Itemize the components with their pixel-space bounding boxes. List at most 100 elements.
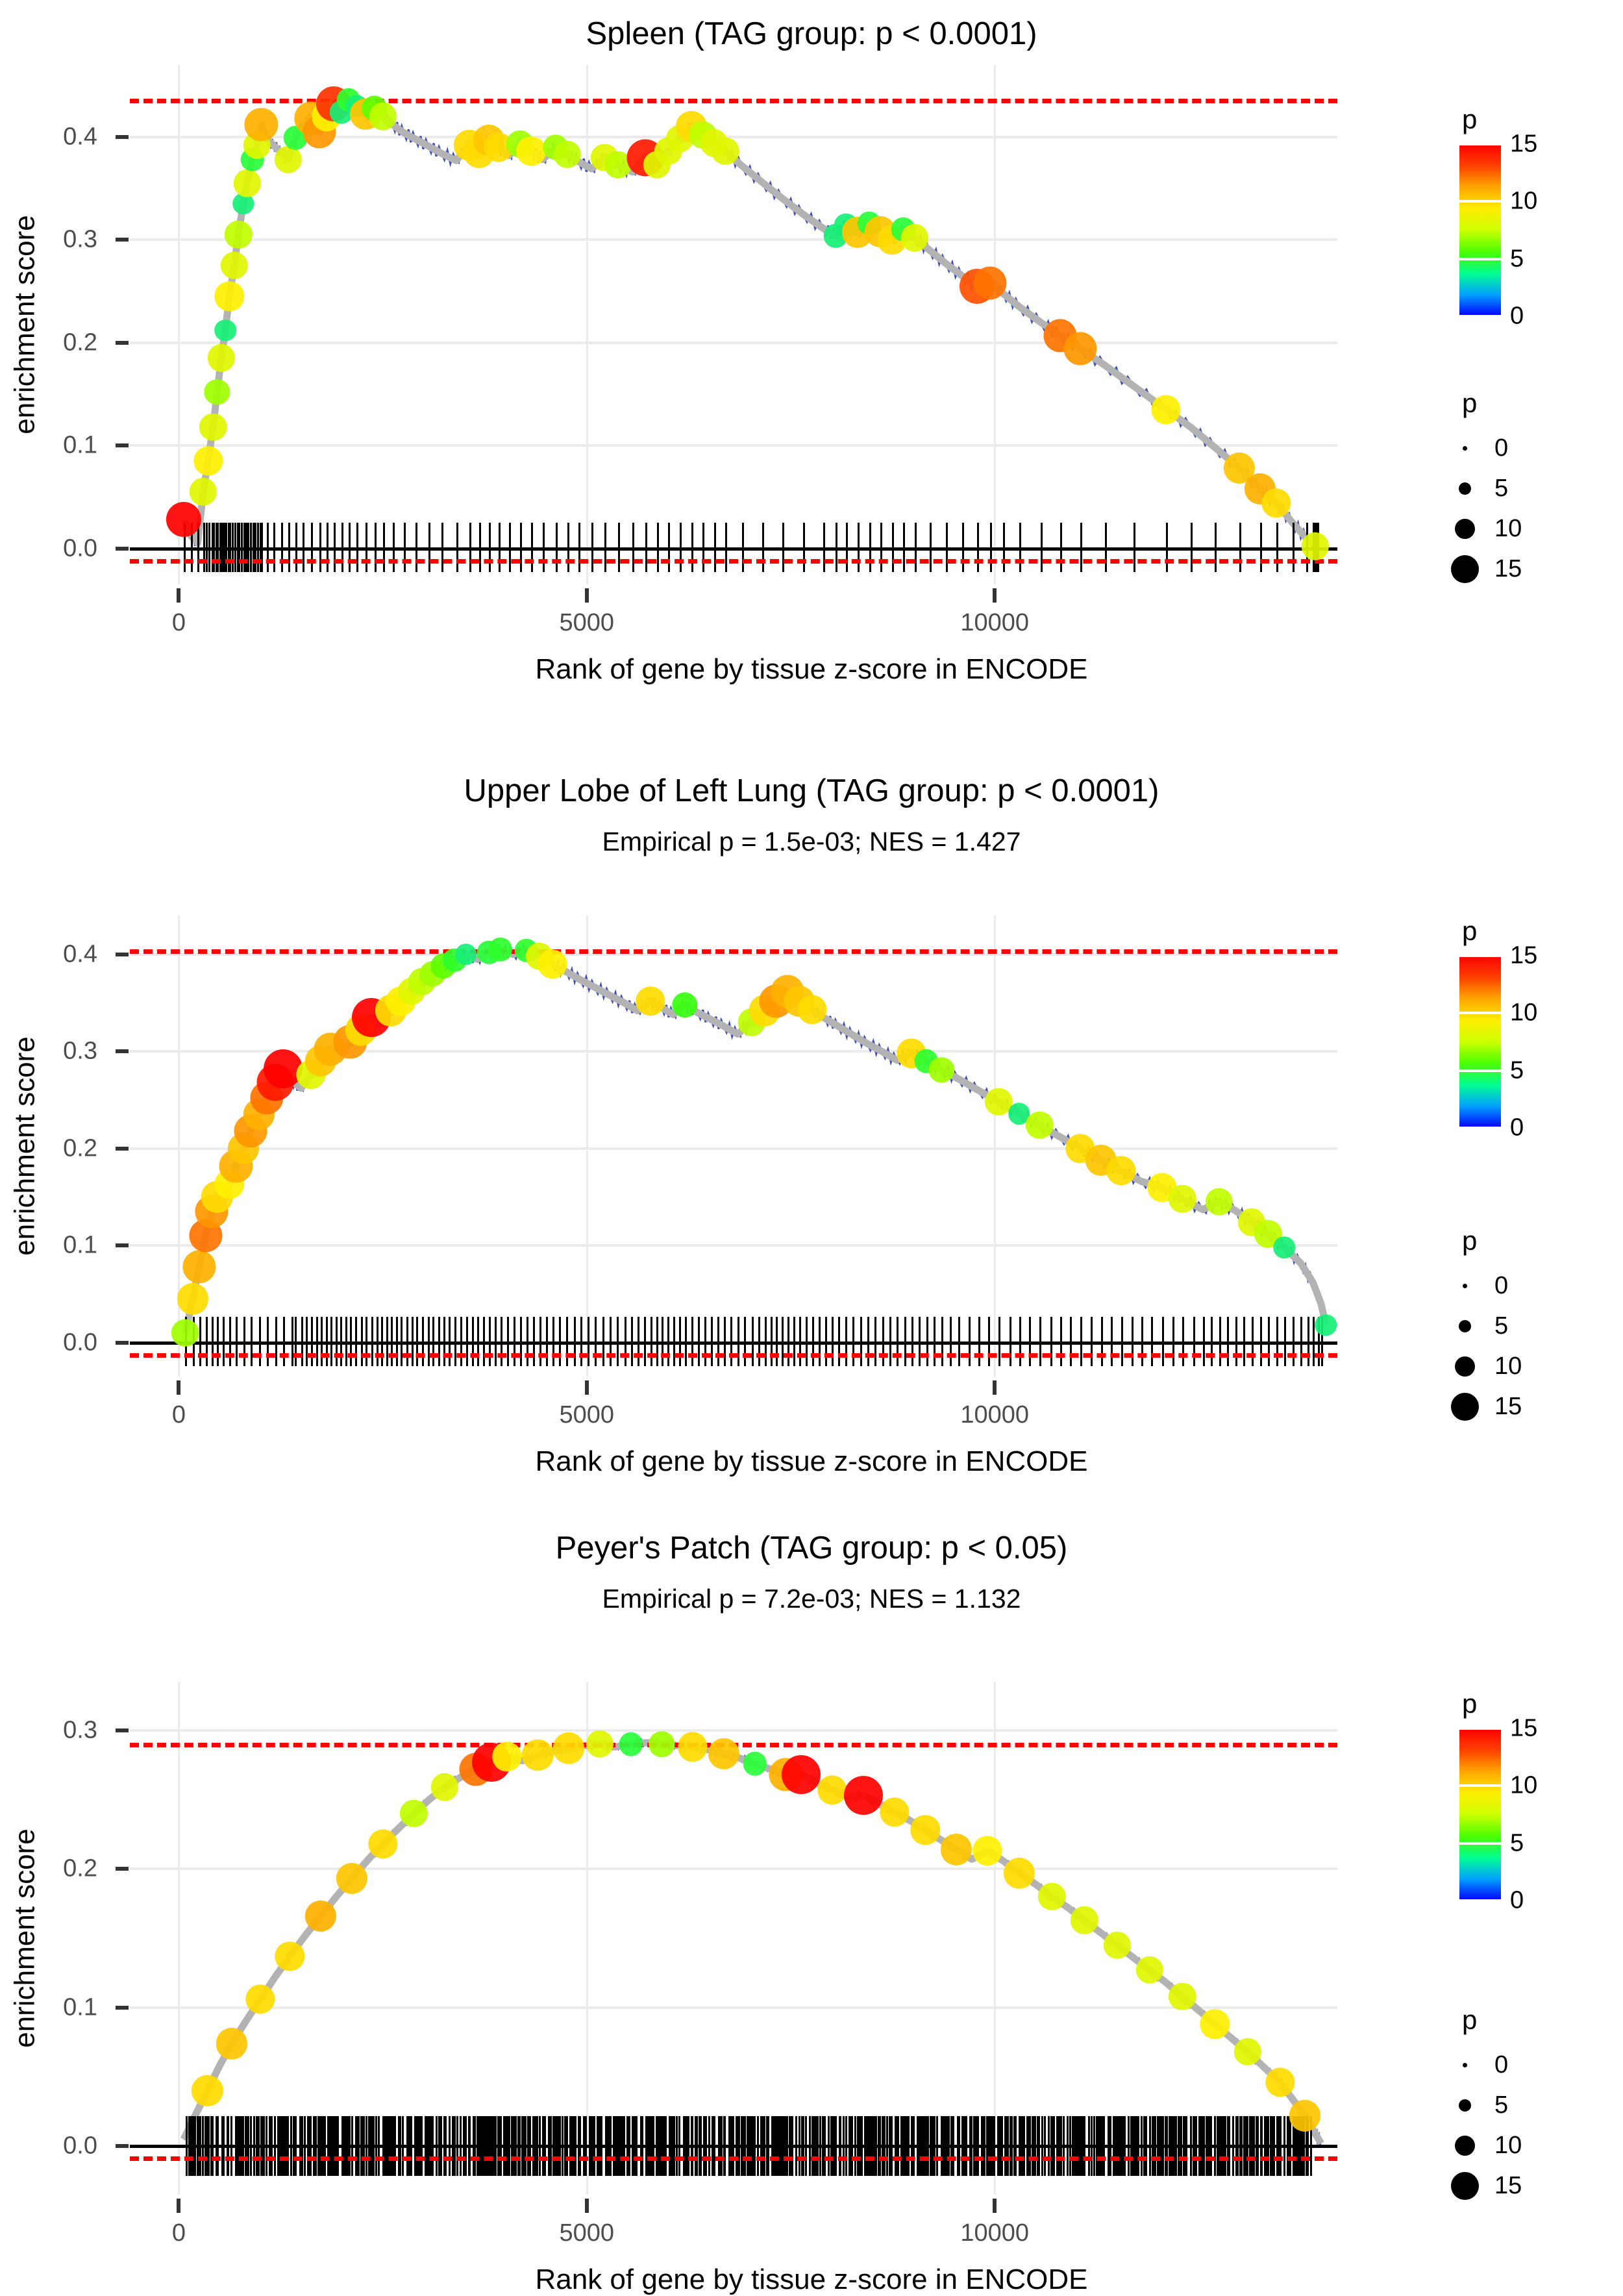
y-tick-mark xyxy=(116,1728,129,1732)
x-tick-label: 0 xyxy=(171,609,186,636)
color-legend-tick-label: 5 xyxy=(1510,1829,1524,1857)
gridline-vertical xyxy=(586,916,588,1377)
size-legend-dot-wrap xyxy=(1435,2171,1494,2200)
y-axis-title-text: enrichment score xyxy=(9,1828,42,2048)
y-tick-label: 0.2 xyxy=(63,1854,97,1882)
y-tick-label: 0.1 xyxy=(63,431,97,459)
size-legend-title: p xyxy=(1462,2004,1478,2035)
y-tick-mark xyxy=(116,443,129,448)
data-point xyxy=(216,2028,248,2060)
size-legend-label: 10 xyxy=(1494,2131,1522,2159)
data-point xyxy=(973,1836,1002,1866)
data-point xyxy=(940,1834,973,1866)
y-tick-mark xyxy=(116,134,129,139)
zero-line xyxy=(130,1341,1337,1345)
size-legend-dot-wrap xyxy=(1435,2135,1494,2156)
data-point xyxy=(193,446,223,476)
data-point xyxy=(782,1755,821,1795)
size-legend-dot-wrap xyxy=(1435,2099,1494,2112)
color-legend-tick xyxy=(1459,1784,1501,1788)
data-point xyxy=(224,221,253,249)
size-legend-row: 10 xyxy=(1435,1346,1522,1386)
y-tick-mark xyxy=(116,1867,129,1871)
x-tick-mark xyxy=(584,2199,589,2213)
color-legend-tick-label: 15 xyxy=(1510,942,1538,969)
color-legend-tick xyxy=(1459,1012,1501,1015)
color-legend-tick-label: 0 xyxy=(1510,1886,1524,1914)
gridline-vertical xyxy=(178,916,180,1377)
gridline-horizontal xyxy=(130,1147,1337,1150)
size-legend-dot-wrap xyxy=(1435,1319,1494,1332)
y-tick-label: 0.0 xyxy=(63,2132,97,2160)
data-point xyxy=(743,1751,767,1776)
data-point xyxy=(232,193,254,215)
data-point xyxy=(1169,1982,1196,2010)
y-tick-mark xyxy=(116,1146,129,1151)
data-point xyxy=(973,266,1007,300)
x-axis-title-text: Rank of gene by tissue z-score in ENCODE xyxy=(535,1445,1088,1477)
y-tick-label: 0.0 xyxy=(63,534,97,562)
gridline-vertical xyxy=(994,916,997,1377)
data-point xyxy=(1273,1236,1296,1258)
data-point xyxy=(797,995,827,1025)
data-point xyxy=(900,223,929,252)
data-point xyxy=(171,1319,199,1347)
color-legend-tick-label: 5 xyxy=(1510,245,1524,273)
data-point xyxy=(516,136,546,166)
size-legend-label: 0 xyxy=(1494,434,1509,462)
data-point xyxy=(233,169,262,197)
zero-reference-line xyxy=(130,558,1337,564)
color-legend-title: p xyxy=(1462,104,1478,134)
data-point xyxy=(1071,1906,1098,1934)
size-legend-dot-wrap xyxy=(1435,1356,1494,1377)
data-point xyxy=(552,1732,585,1764)
data-point xyxy=(192,2075,223,2106)
data-point xyxy=(274,145,302,173)
x-tick-mark xyxy=(177,588,181,603)
data-point xyxy=(1169,1185,1196,1213)
data-point xyxy=(214,319,236,342)
gridline-horizontal xyxy=(130,953,1337,956)
gridline-horizontal xyxy=(130,1728,1337,1732)
size-legend-label: 5 xyxy=(1494,1312,1509,1340)
color-legend-tick-label: 5 xyxy=(1510,1056,1524,1084)
size-legend-dot xyxy=(1450,2171,1479,2200)
size-legend-label: 0 xyxy=(1494,1271,1509,1299)
data-point xyxy=(491,1741,522,1771)
zero-line xyxy=(130,547,1337,551)
size-legend-label: 0 xyxy=(1494,2051,1509,2078)
zero-line xyxy=(130,2145,1337,2149)
data-point xyxy=(1261,488,1291,518)
data-point xyxy=(1106,1156,1136,1186)
data-point xyxy=(189,478,217,506)
data-point xyxy=(553,140,581,169)
data-point xyxy=(712,137,739,166)
y-tick-label: 0.3 xyxy=(63,225,97,253)
size-legend-dot xyxy=(1458,1319,1471,1332)
size-legend-label: 15 xyxy=(1494,2171,1522,2199)
color-legend-tick xyxy=(1459,1841,1501,1845)
size-legend-dot xyxy=(1450,1392,1479,1421)
size-legend-dot-wrap xyxy=(1435,1392,1494,1421)
color-legend-bar xyxy=(1459,144,1501,316)
data-point xyxy=(1026,1111,1054,1140)
x-tick-mark xyxy=(584,1380,589,1395)
gridline-horizontal xyxy=(130,341,1337,344)
size-legend-dot xyxy=(1462,445,1467,451)
size-legend-dot-wrap xyxy=(1435,555,1494,583)
data-point xyxy=(430,1773,459,1801)
data-point xyxy=(1265,2067,1295,2097)
data-point xyxy=(177,1283,208,1315)
gridline-horizontal xyxy=(130,1050,1337,1053)
size-legend-dot xyxy=(1454,1356,1475,1377)
y-axis-title-text: enrichment score xyxy=(9,1036,42,1256)
x-tick-label: 10000 xyxy=(960,1401,1029,1429)
data-point xyxy=(400,1799,428,1828)
x-tick-label: 5000 xyxy=(559,609,615,636)
color-legend-tick xyxy=(1459,1127,1501,1129)
gridline-vertical xyxy=(994,65,997,584)
size-legend-row: 0 xyxy=(1435,2045,1508,2085)
color-legend-tick xyxy=(1459,1899,1501,1902)
x-axis-title: Rank of gene by tissue z-score in ENCODE xyxy=(0,1445,1623,1478)
data-point xyxy=(244,108,278,142)
